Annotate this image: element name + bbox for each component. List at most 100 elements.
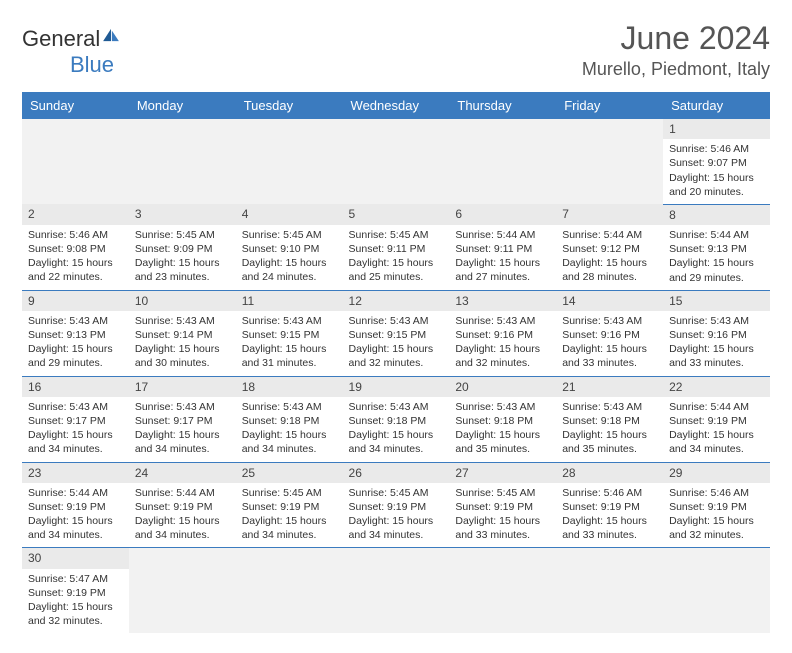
sail-icon <box>102 28 120 42</box>
day-number: 9 <box>22 291 129 311</box>
day-number: 28 <box>556 463 663 483</box>
day-detail: Sunrise: 5:45 AMSunset: 9:19 PMDaylight:… <box>455 486 550 543</box>
day-cell <box>663 548 770 633</box>
logo: General Blue <box>22 26 120 78</box>
day-number: 12 <box>343 291 450 311</box>
day-number: 18 <box>236 377 343 397</box>
location: Murello, Piedmont, Italy <box>582 59 770 80</box>
day-detail: Sunrise: 5:44 AMSunset: 9:11 PMDaylight:… <box>455 228 550 285</box>
day-cell: 16Sunrise: 5:43 AMSunset: 9:17 PMDayligh… <box>22 376 129 462</box>
day-cell: 5Sunrise: 5:45 AMSunset: 9:11 PMDaylight… <box>343 204 450 290</box>
day-detail: Sunrise: 5:44 AMSunset: 9:13 PMDaylight:… <box>669 228 764 285</box>
day-cell: 10Sunrise: 5:43 AMSunset: 9:14 PMDayligh… <box>129 290 236 376</box>
day-number: 25 <box>236 463 343 483</box>
day-detail: Sunrise: 5:46 AMSunset: 9:19 PMDaylight:… <box>669 486 764 543</box>
day-cell <box>556 119 663 204</box>
day-cell <box>236 119 343 204</box>
day-cell: 21Sunrise: 5:43 AMSunset: 9:18 PMDayligh… <box>556 376 663 462</box>
day-number: 4 <box>236 204 343 224</box>
day-cell: 17 Sunrise: 5:43 AMSunset: 9:17 PMDayligh… <box>129 376 236 462</box>
day-cell: 26 Sunrise: 5:45 AMSunset: 9:19 PMDayligh… <box>343 462 450 548</box>
day-number: 8 <box>663 205 770 225</box>
day-detail: Sunrise: 5:44 AMSunset: 9:19 PMDaylight:… <box>669 400 764 457</box>
day-header: Sunday <box>22 92 129 119</box>
day-number: 2 <box>22 204 129 224</box>
day-detail: Sunrise: 5:43 AMSunset: 9:18 PMDaylight:… <box>455 400 550 457</box>
calendar-table: SundayMondayTuesdayWednesdayThursdayFrid… <box>22 92 770 633</box>
day-detail: Sunrise: 5:43 AMSunset: 9:15 PMDaylight:… <box>349 314 444 371</box>
week-row: 2 Sunrise: 5:46 AMSunset: 9:08 PMDaylight… <box>22 204 770 290</box>
day-cell <box>129 119 236 204</box>
day-detail: Sunrise: 5:45 AMSunset: 9:10 PMDaylight:… <box>242 228 337 285</box>
day-number: 6 <box>449 204 556 224</box>
day-number: 16 <box>22 377 129 397</box>
day-detail: Sunrise: 5:43 AMSunset: 9:14 PMDaylight:… <box>135 314 230 371</box>
day-detail: Sunrise: 5:43 AMSunset: 9:16 PMDaylight:… <box>562 314 657 371</box>
day-number: 11 <box>236 291 343 311</box>
day-number: 27 <box>449 463 556 483</box>
day-detail: Sunrise: 5:45 AMSunset: 9:19 PMDaylight:… <box>242 486 337 543</box>
day-number: 14 <box>556 291 663 311</box>
day-cell: 27 Sunrise: 5:45 AMSunset: 9:19 PMDayligh… <box>449 462 556 548</box>
day-cell: 11 Sunrise: 5:43 AMSunset: 9:15 PMDayligh… <box>236 290 343 376</box>
day-number: 26 <box>343 463 450 483</box>
day-cell: 29Sunrise: 5:46 AMSunset: 9:19 PMDayligh… <box>663 462 770 548</box>
week-row: 9Sunrise: 5:43 AMSunset: 9:13 PMDaylight… <box>22 290 770 376</box>
day-cell: 20Sunrise: 5:43 AMSunset: 9:18 PMDayligh… <box>449 376 556 462</box>
week-row: 23Sunrise: 5:44 AMSunset: 9:19 PMDayligh… <box>22 462 770 548</box>
day-cell <box>343 548 450 633</box>
day-detail: Sunrise: 5:45 AMSunset: 9:11 PMDaylight:… <box>349 228 444 285</box>
day-detail: Sunrise: 5:46 AMSunset: 9:07 PMDaylight:… <box>669 142 764 199</box>
day-detail: Sunrise: 5:43 AMSunset: 9:17 PMDaylight:… <box>135 400 230 457</box>
day-cell: 2 Sunrise: 5:46 AMSunset: 9:08 PMDaylight… <box>22 204 129 290</box>
day-cell <box>129 548 236 633</box>
day-cell: 3Sunrise: 5:45 AMSunset: 9:09 PMDaylight… <box>129 204 236 290</box>
day-header: Thursday <box>449 92 556 119</box>
day-detail: Sunrise: 5:47 AMSunset: 9:19 PMDaylight:… <box>28 572 123 629</box>
day-number: 22 <box>663 377 770 397</box>
day-detail: Sunrise: 5:44 AMSunset: 9:19 PMDaylight:… <box>135 486 230 543</box>
day-header: Wednesday <box>343 92 450 119</box>
day-cell: 9Sunrise: 5:43 AMSunset: 9:13 PMDaylight… <box>22 290 129 376</box>
day-cell: 12 Sunrise: 5:43 AMSunset: 9:15 PMDayligh… <box>343 290 450 376</box>
week-row: 1 Sunrise: 5:46 AMSunset: 9:07 PMDaylight… <box>22 119 770 204</box>
day-cell <box>449 119 556 204</box>
day-number: 3 <box>129 204 236 224</box>
day-detail: Sunrise: 5:45 AMSunset: 9:19 PMDaylight:… <box>349 486 444 543</box>
day-detail: Sunrise: 5:44 AMSunset: 9:19 PMDaylight:… <box>28 486 123 543</box>
day-header-row: SundayMondayTuesdayWednesdayThursdayFrid… <box>22 92 770 119</box>
day-cell: 24Sunrise: 5:44 AMSunset: 9:19 PMDayligh… <box>129 462 236 548</box>
day-number: 1 <box>663 119 770 139</box>
day-detail: Sunrise: 5:43 AMSunset: 9:15 PMDaylight:… <box>242 314 337 371</box>
day-cell: 4 Sunrise: 5:45 AMSunset: 9:10 PMDaylight… <box>236 204 343 290</box>
day-cell: 8 Sunrise: 5:44 AMSunset: 9:13 PMDaylight… <box>663 204 770 290</box>
day-number: 15 <box>663 291 770 311</box>
day-detail: Sunrise: 5:43 AMSunset: 9:18 PMDaylight:… <box>349 400 444 457</box>
day-detail: Sunrise: 5:43 AMSunset: 9:16 PMDaylight:… <box>669 314 764 371</box>
day-cell: 13Sunrise: 5:43 AMSunset: 9:16 PMDayligh… <box>449 290 556 376</box>
day-header: Tuesday <box>236 92 343 119</box>
day-number: 30 <box>22 548 129 568</box>
day-number: 17 <box>129 377 236 397</box>
day-detail: Sunrise: 5:43 AMSunset: 9:18 PMDaylight:… <box>242 400 337 457</box>
header: General Blue June 2024 Murello, Piedmont… <box>22 20 770 80</box>
day-cell: 19 Sunrise: 5:43 AMSunset: 9:18 PMDayligh… <box>343 376 450 462</box>
day-cell: 30 Sunrise: 5:47 AMSunset: 9:19 PMDayligh… <box>22 548 129 633</box>
day-cell: 15 Sunrise: 5:43 AMSunset: 9:16 PMDayligh… <box>663 290 770 376</box>
title-block: June 2024 Murello, Piedmont, Italy <box>582 20 770 80</box>
day-cell: 18 Sunrise: 5:43 AMSunset: 9:18 PMDayligh… <box>236 376 343 462</box>
day-cell <box>22 119 129 204</box>
day-number: 21 <box>556 377 663 397</box>
week-row: 16 Sunrise: 5:43 AMSunset: 9:17 PMDayligh… <box>22 376 770 462</box>
day-detail: Sunrise: 5:46 AMSunset: 9:08 PMDaylight:… <box>28 228 123 285</box>
logo-text-2: Blue <box>70 52 114 77</box>
week-row: 30 Sunrise: 5:47 AMSunset: 9:19 PMDayligh… <box>22 548 770 633</box>
day-number: 19 <box>343 377 450 397</box>
day-header: Friday <box>556 92 663 119</box>
day-cell: 6 Sunrise: 5:44 AMSunset: 9:11 PMDaylight… <box>449 204 556 290</box>
day-number: 13 <box>449 291 556 311</box>
day-cell: 1 Sunrise: 5:46 AMSunset: 9:07 PMDaylight… <box>663 119 770 204</box>
month-title: June 2024 <box>582 20 770 57</box>
day-cell: 28Sunrise: 5:46 AMSunset: 9:19 PMDayligh… <box>556 462 663 548</box>
day-number: 7 <box>556 204 663 224</box>
